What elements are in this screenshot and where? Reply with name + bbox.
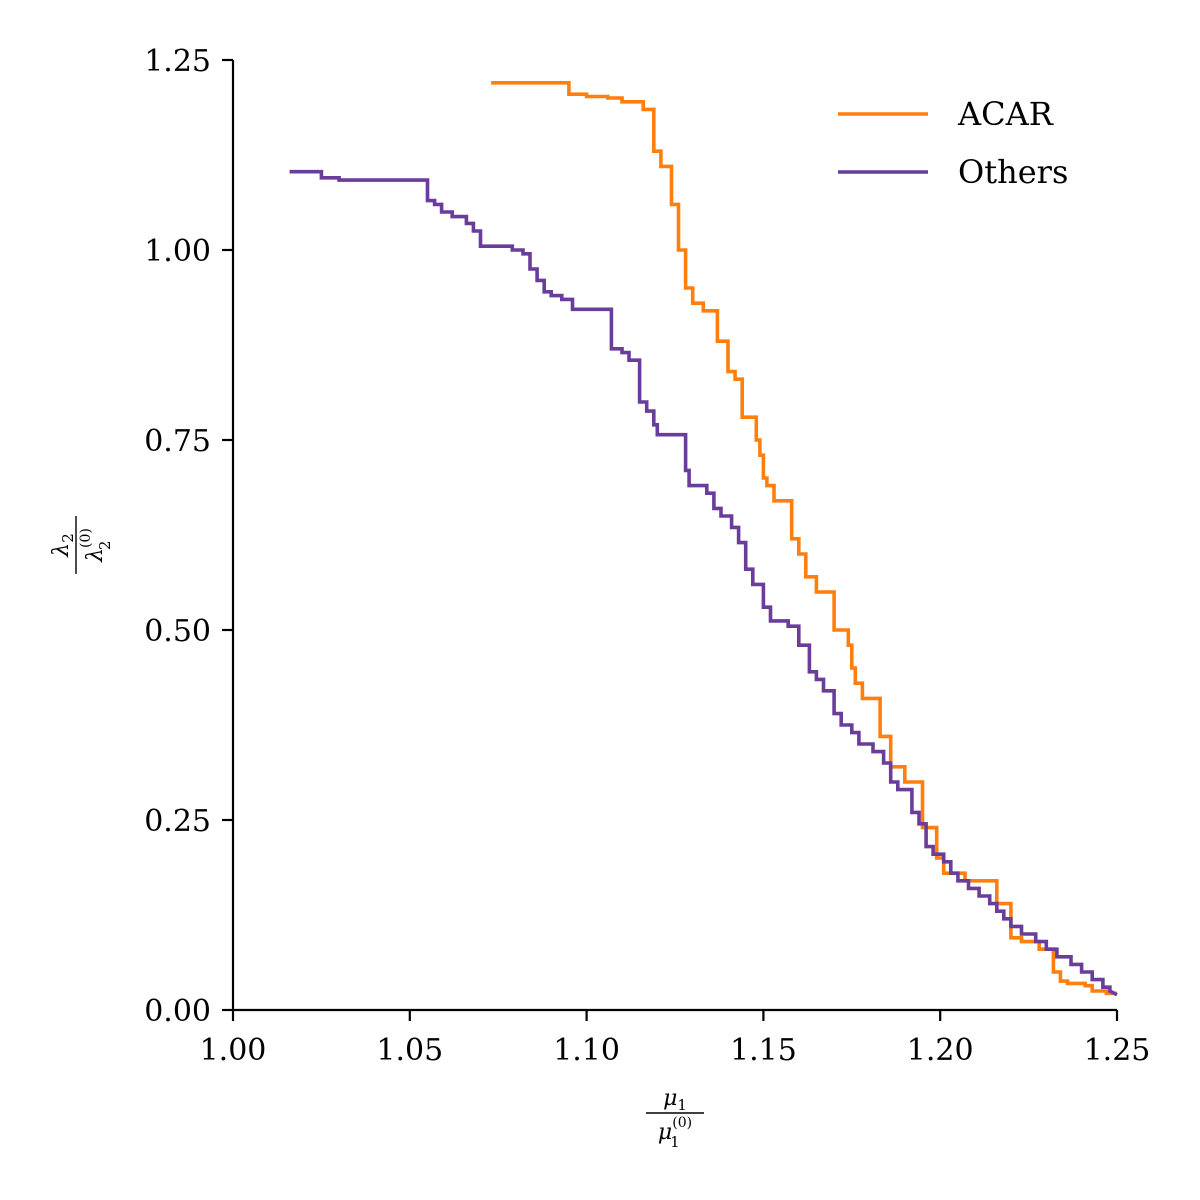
y-label-rotated: λ2λ(0) 2 <box>49 516 114 574</box>
x-tick-label: 1.20 <box>907 1033 974 1068</box>
y-tick-label: 1.25 <box>144 44 211 79</box>
legend-label-acar: ACAR <box>957 95 1054 133</box>
axes-layer <box>231 60 1117 1012</box>
x-tick-label: 1.00 <box>200 1033 267 1068</box>
x-tick-label: 1.25 <box>1084 1033 1151 1068</box>
legend-label-others: Others <box>958 153 1068 191</box>
y-label-denominator: λ(0) 2 <box>78 528 114 563</box>
legend: ACAR Others <box>838 95 1068 191</box>
y-tick-label: 0.00 <box>144 994 211 1029</box>
y-tick-label: 0.25 <box>144 804 211 839</box>
x-tick-label: 1.10 <box>553 1033 620 1068</box>
y-tick-label: 1.00 <box>144 234 211 269</box>
series-line-others <box>289 169 1118 997</box>
ticks-layer: 1.00 1.05 1.10 1.15 1.20 1.25 0.00 0.25 0.50 0.75… <box>144 44 1150 1068</box>
y-label-numerator: λ2 <box>49 533 77 558</box>
y-axis-label: λ2λ(0) 2 <box>49 516 114 574</box>
x-label-denominator: μ(0) 1 <box>658 1115 692 1151</box>
y-tick-label: 0.50 <box>144 614 211 649</box>
series-layer <box>289 81 1118 997</box>
x-tick-label: 1.15 <box>730 1033 797 1068</box>
x-tick-label: 1.05 <box>376 1033 443 1068</box>
x-label-numerator: μ1 <box>663 1086 687 1114</box>
x-axis-label: μ1μ(0) 1 <box>646 1086 704 1151</box>
series-line-acar <box>491 81 1117 996</box>
y-tick-label: 0.75 <box>144 424 211 459</box>
